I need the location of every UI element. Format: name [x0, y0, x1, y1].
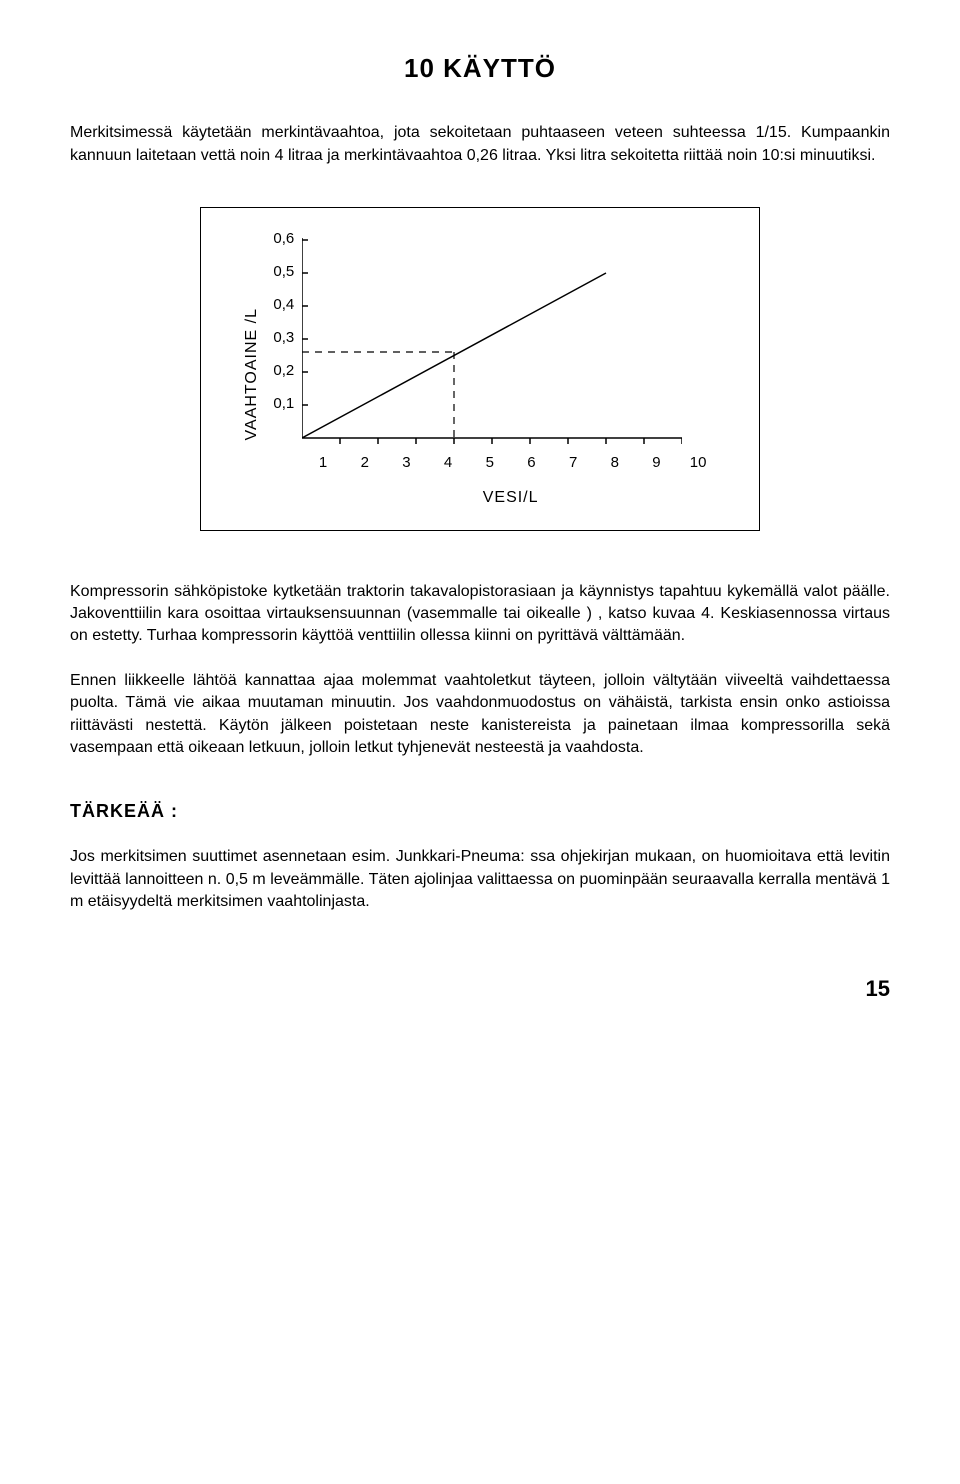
- ytick-label: 0,1: [273, 395, 294, 412]
- xtick-label: 8: [594, 452, 636, 473]
- xtick-label: 10: [677, 452, 719, 473]
- paragraph-2: Kompressorin sähköpistoke kytketään trak…: [70, 581, 890, 648]
- chart-x-axis-label: VESI/L: [302, 487, 719, 509]
- paragraph-3: Ennen liikkeelle lähtöä kannattaa ajaa m…: [70, 670, 890, 760]
- ytick-label: 0,6: [273, 230, 294, 247]
- chart-y-axis-label: VAAHTOAINE /L: [241, 308, 263, 440]
- xtick-label: 5: [469, 452, 511, 473]
- chart-svg: [302, 238, 682, 448]
- page-number: 15: [70, 974, 890, 1005]
- ytick-label: 0,5: [273, 263, 294, 280]
- dilution-chart: VAAHTOAINE /L 0,6 0,5 0,4 0,3 0,2 0,1: [200, 207, 760, 530]
- xtick-label: 4: [427, 452, 469, 473]
- page-title: 10 KÄYTTÖ: [70, 50, 890, 86]
- chart-y-ticks: 0,6 0,5 0,4 0,3 0,2 0,1: [273, 238, 294, 436]
- xtick-label: 7: [552, 452, 594, 473]
- xtick-label: 1: [302, 452, 344, 473]
- ytick-label: 0,2: [273, 362, 294, 379]
- chart-frame: VAAHTOAINE /L 0,6 0,5 0,4 0,3 0,2 0,1: [200, 207, 760, 530]
- paragraph-4: Jos merkitsimen suuttimet asennetaan esi…: [70, 846, 890, 913]
- ytick-label: 0,4: [273, 296, 294, 313]
- ytick-label: 0,3: [273, 329, 294, 346]
- important-heading: TÄRKEÄÄ :: [70, 799, 890, 824]
- chart-x-ticks: 1 2 3 4 5 6 7 8 9 10: [302, 452, 719, 473]
- xtick-label: 9: [636, 452, 678, 473]
- xtick-label: 2: [344, 452, 386, 473]
- xtick-label: 6: [511, 452, 553, 473]
- xtick-label: 3: [386, 452, 428, 473]
- paragraph-1: Merkitsimessä käytetään merkintävaahtoa,…: [70, 122, 890, 167]
